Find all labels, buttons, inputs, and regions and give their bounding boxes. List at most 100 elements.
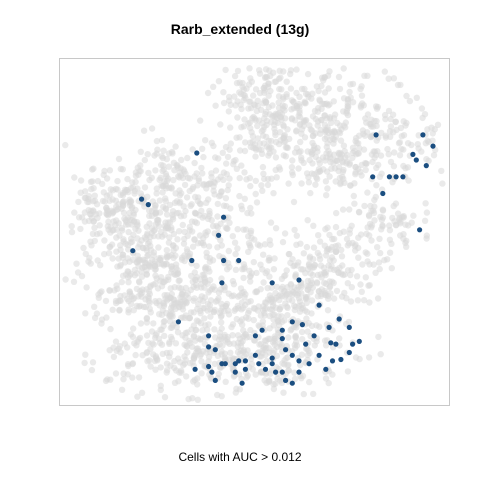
background-cell xyxy=(203,249,210,256)
background-cell xyxy=(236,192,243,200)
highlighted-cell-point xyxy=(420,132,426,138)
background-cell xyxy=(161,292,168,299)
background-cell xyxy=(247,98,254,105)
background-cell xyxy=(260,279,267,286)
background-cell xyxy=(326,278,333,285)
background-cell xyxy=(166,340,173,347)
background-cell xyxy=(276,85,283,93)
background-cell xyxy=(222,356,229,363)
background-cell xyxy=(192,281,200,289)
background-cell xyxy=(276,305,283,312)
background-cell xyxy=(205,289,212,296)
background-cell xyxy=(135,278,143,285)
background-cell xyxy=(428,124,435,131)
background-cell xyxy=(176,359,184,366)
background-cell xyxy=(295,283,302,291)
background-cell xyxy=(349,239,356,247)
background-cell xyxy=(343,295,350,302)
background-cell xyxy=(250,92,257,99)
background-cell xyxy=(121,292,128,299)
background-cell xyxy=(182,329,189,337)
highlighted-cell-point xyxy=(269,280,275,286)
background-cell xyxy=(230,281,238,288)
background-cell xyxy=(291,149,299,156)
background-cell xyxy=(217,121,224,128)
background-cell xyxy=(112,297,120,305)
background-cell xyxy=(295,165,302,172)
background-cell xyxy=(110,353,118,361)
background-cell xyxy=(183,246,191,253)
background-cell xyxy=(268,137,275,145)
background-cell xyxy=(252,177,259,185)
background-cell xyxy=(245,309,252,317)
background-cell xyxy=(180,212,188,219)
background-cell xyxy=(131,272,138,279)
background-cell xyxy=(146,357,153,364)
background-cell xyxy=(157,364,164,371)
background-cell xyxy=(240,265,248,273)
background-cell xyxy=(356,355,363,363)
background-cell xyxy=(189,243,197,250)
background-cell xyxy=(362,166,369,174)
highlighted-cell-point xyxy=(209,369,215,375)
highlighted-cell-point xyxy=(221,214,227,220)
background-cell xyxy=(118,278,126,286)
background-cell xyxy=(274,316,281,324)
background-cell xyxy=(214,213,221,220)
background-cell xyxy=(62,141,69,149)
background-cell xyxy=(121,340,128,347)
background-cell xyxy=(134,259,141,266)
background-cell xyxy=(276,129,284,136)
background-cell xyxy=(277,343,285,351)
background-cell xyxy=(231,307,238,314)
background-cell xyxy=(344,242,351,249)
highlighted-cell-point xyxy=(316,302,322,308)
background-cell xyxy=(293,232,300,239)
background-cell xyxy=(106,287,113,294)
background-cell xyxy=(285,180,292,187)
background-cell xyxy=(153,190,160,197)
background-cell xyxy=(98,288,105,295)
background-cell xyxy=(406,97,414,105)
background-cell xyxy=(226,219,233,226)
background-cell xyxy=(118,386,126,393)
background-cell xyxy=(429,130,436,137)
background-cell xyxy=(311,107,319,115)
background-cell xyxy=(346,206,353,213)
background-cell xyxy=(119,272,127,279)
background-cell xyxy=(272,78,280,85)
background-cell xyxy=(413,94,420,102)
background-cell xyxy=(400,146,407,153)
background-cell xyxy=(259,266,266,273)
background-cell xyxy=(252,190,259,198)
background-cell xyxy=(239,321,246,328)
background-cell xyxy=(339,173,346,180)
background-cell xyxy=(271,296,278,303)
background-cell xyxy=(137,168,144,175)
background-cell xyxy=(218,300,225,307)
background-cell xyxy=(300,390,307,398)
background-cell xyxy=(376,265,383,273)
background-cell xyxy=(109,255,116,262)
background-cell xyxy=(203,185,210,192)
background-cell xyxy=(340,108,347,115)
background-cell xyxy=(225,247,232,255)
background-cell xyxy=(167,324,174,332)
background-cell xyxy=(116,343,124,350)
background-cell xyxy=(209,257,217,264)
background-cell xyxy=(169,242,177,249)
background-cell xyxy=(242,330,249,338)
background-cell xyxy=(396,152,404,159)
background-cell xyxy=(377,152,385,159)
background-cell xyxy=(101,237,108,244)
background-cell xyxy=(333,209,340,217)
background-cell xyxy=(273,364,280,371)
background-cell xyxy=(148,125,156,132)
background-cell xyxy=(152,280,159,287)
highlighted-cell-point xyxy=(279,336,285,342)
background-cell xyxy=(183,194,191,201)
background-cell xyxy=(382,115,389,123)
background-cell xyxy=(146,220,153,227)
background-cell xyxy=(353,273,361,280)
